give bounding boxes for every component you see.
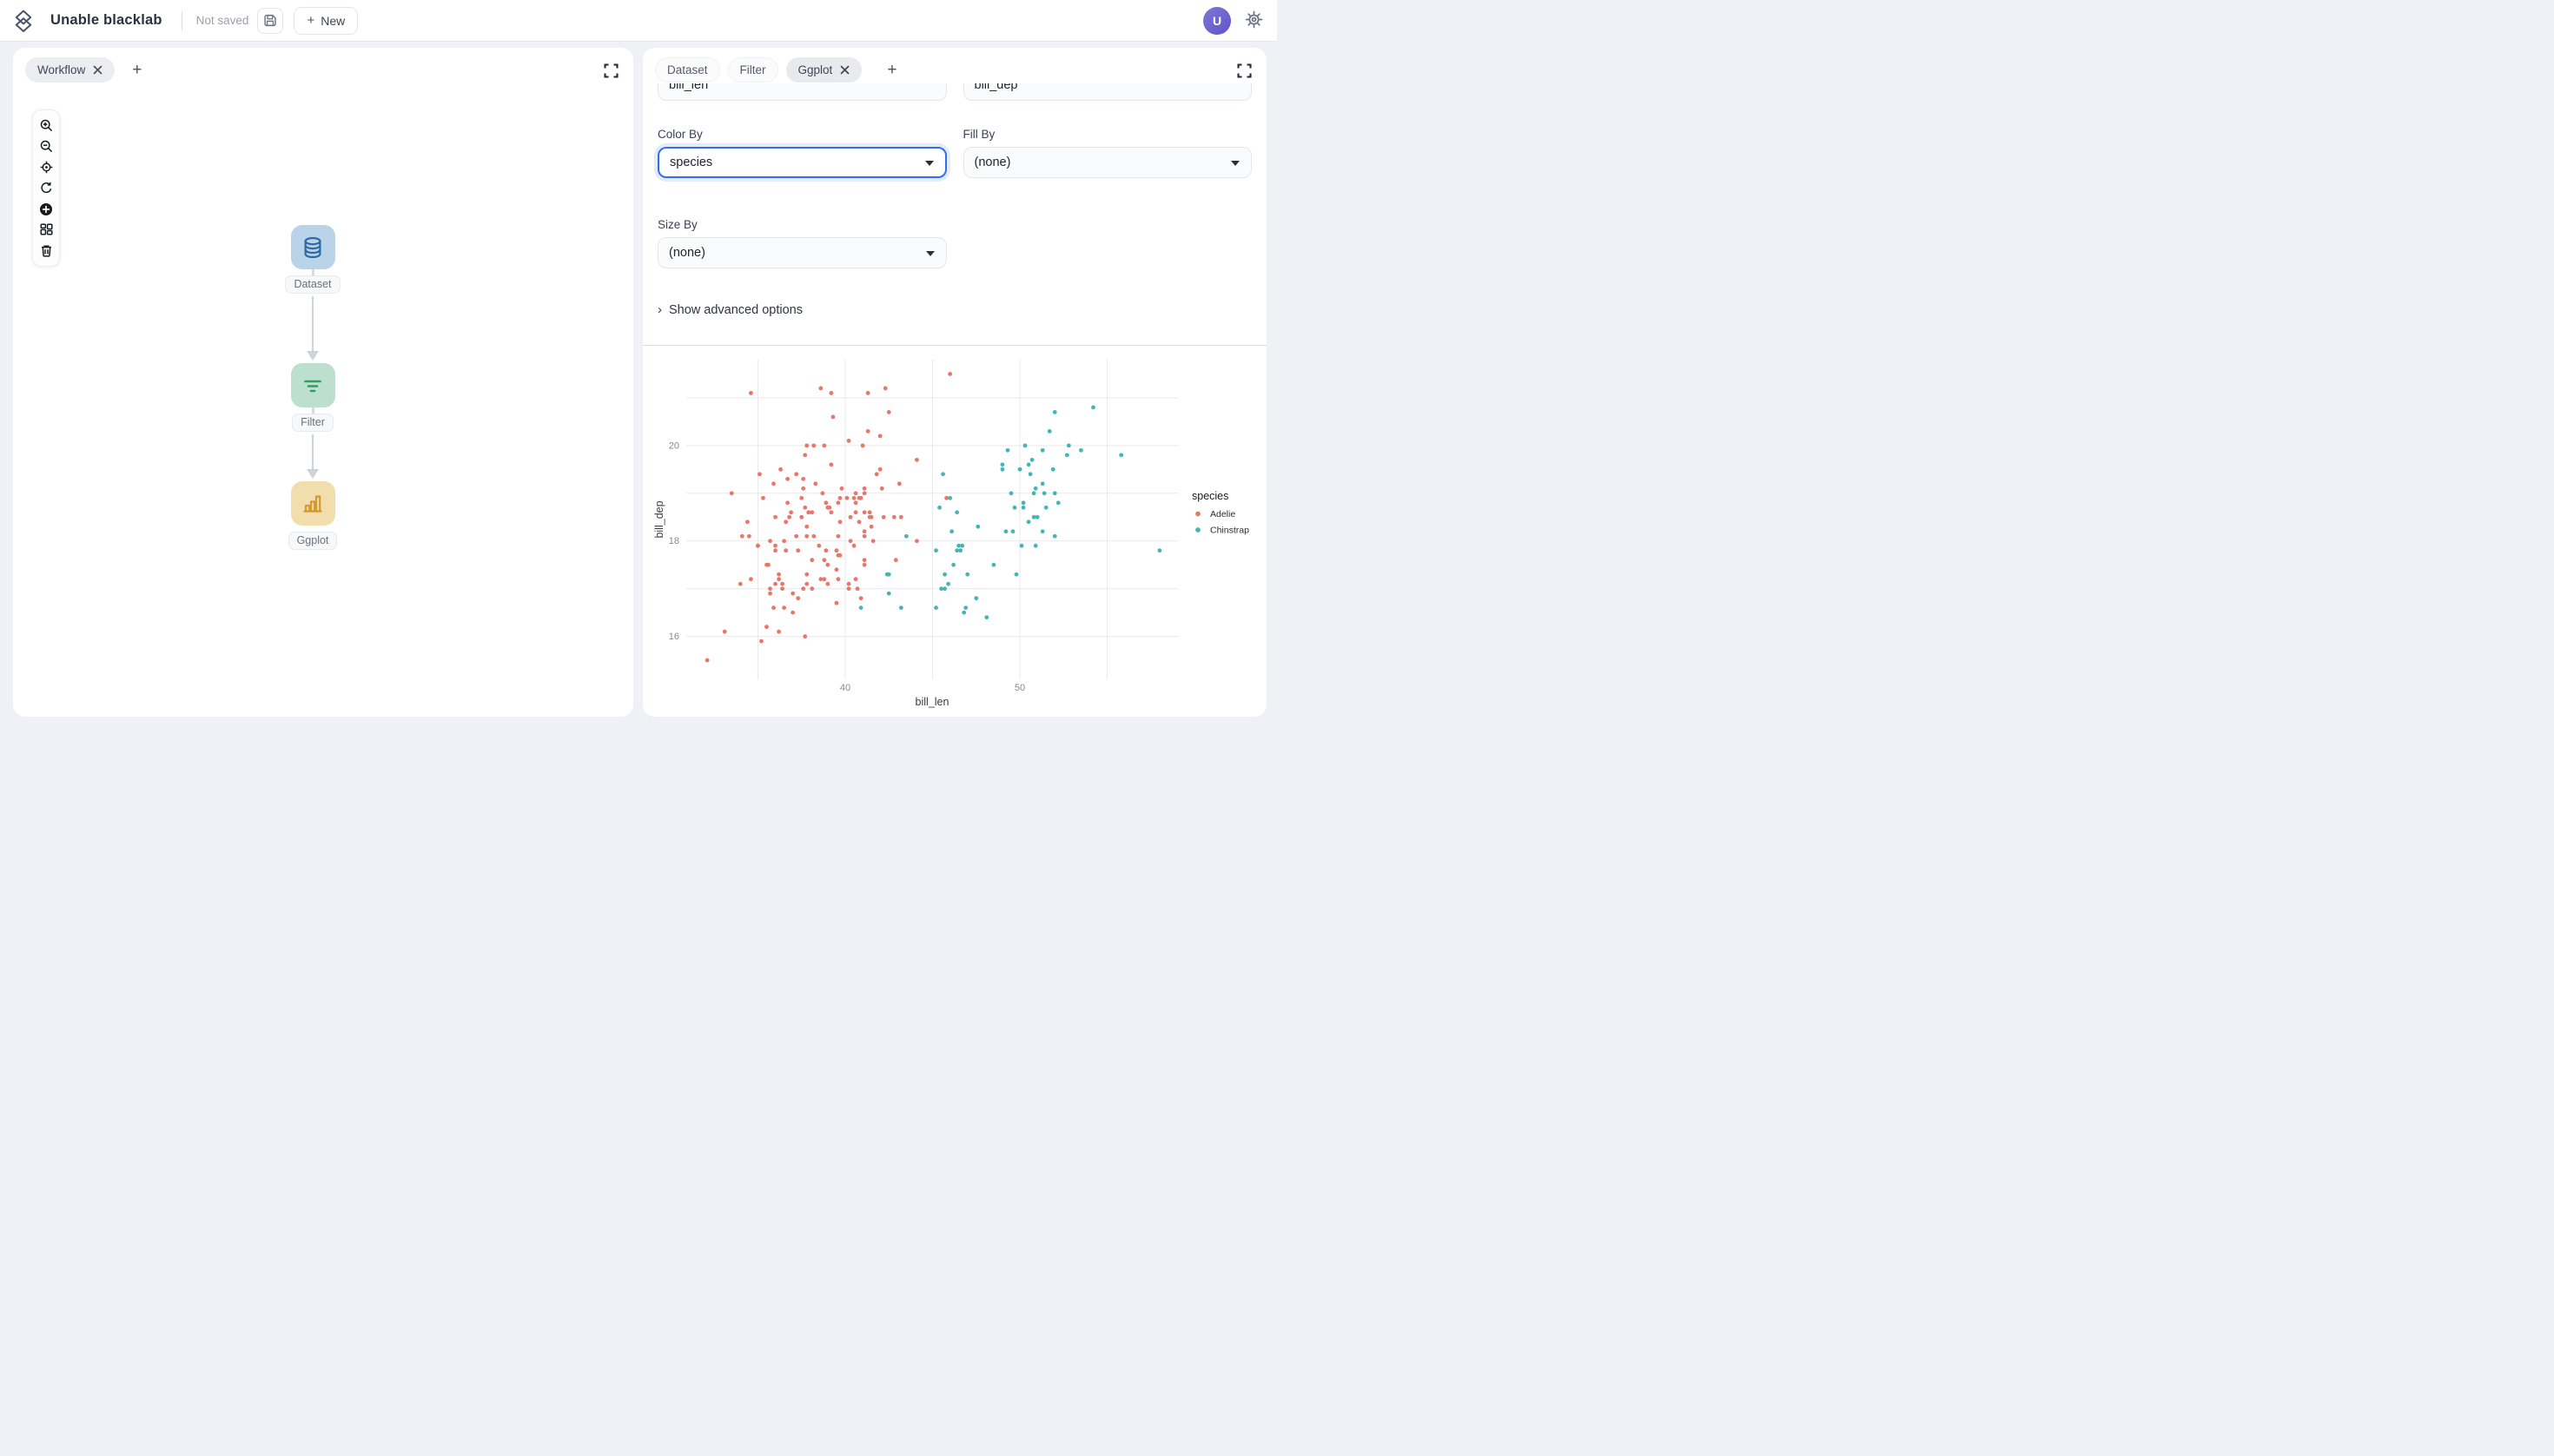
new-button[interactable]: + New — [294, 6, 359, 35]
y-variable-select[interactable]: bill_dep — [963, 83, 1252, 101]
node-ggplot-label: Ggplot — [288, 532, 338, 550]
fill-by-select[interactable]: (none) — [963, 147, 1252, 178]
svg-text:18: 18 — [669, 536, 679, 546]
close-icon[interactable] — [840, 65, 850, 75]
color-by-label: Color By — [658, 128, 703, 141]
workflow-graph: Dataset Filter — [281, 225, 345, 550]
zoom-in-icon[interactable] — [34, 116, 58, 135]
svg-text:bill_dep: bill_dep — [653, 500, 665, 538]
x-variable-value: bill_len — [669, 83, 709, 92]
svg-text:bill_len: bill_len — [916, 696, 949, 708]
scatter-plot: 40 50 16 18 20 bill_len bill_dep species Adelie C… — [653, 360, 1249, 708]
tab-filter[interactable]: Filter — [727, 57, 778, 83]
svg-text:40: 40 — [840, 683, 850, 693]
add-config-tab-button[interactable]: + — [882, 61, 902, 79]
svg-text:species: species — [1192, 490, 1228, 502]
ggplot-config-form: bill_len bill_dep Color By species Fill … — [643, 83, 1267, 317]
node-filter-label: Filter — [292, 414, 334, 432]
tab-filter-label: Filter — [739, 63, 766, 76]
tab-workflow-label: Workflow — [37, 63, 86, 76]
node-dataset[interactable] — [290, 225, 335, 269]
top-bar: Unable blacklab Not saved + New U — [0, 0, 1277, 42]
plot-output: 40 50 16 18 20 bill_len bill_dep species Adelie C… — [643, 346, 1267, 712]
tab-dataset-label: Dataset — [667, 63, 708, 76]
gear-icon — [1245, 10, 1263, 28]
layout-grid-icon[interactable] — [34, 221, 58, 239]
floppy-save-icon — [264, 14, 277, 27]
database-icon — [304, 236, 321, 258]
edge-stub — [312, 526, 314, 532]
clipped-field-row: bill_len bill_dep — [658, 83, 1252, 101]
y-variable-value: bill_dep — [974, 83, 1018, 92]
x-variable-select[interactable]: bill_len — [658, 83, 947, 101]
locate-icon[interactable] — [34, 158, 58, 176]
svg-text:20: 20 — [669, 440, 679, 451]
tab-ggplot[interactable]: Ggplot — [785, 57, 863, 83]
config-tab-bar: Dataset Filter Ggplot + — [643, 48, 1267, 83]
add-node-icon[interactable] — [34, 200, 58, 218]
show-advanced-options-toggle[interactable]: › Show advanced options — [658, 302, 1252, 317]
add-canvas-tab-button[interactable]: + — [127, 61, 147, 79]
size-by-field: Size By (none) — [658, 218, 947, 268]
save-status: Not saved — [195, 14, 249, 27]
node-ggplot[interactable] — [290, 481, 335, 526]
avatar[interactable]: U — [1203, 6, 1231, 35]
svg-text:16: 16 — [669, 632, 679, 642]
workflow-canvas-panel: Workflow + — [13, 48, 633, 717]
chevron-down-icon — [1231, 161, 1240, 166]
edge-stub — [311, 269, 314, 275]
edge-filter-ggplot — [311, 434, 314, 469]
close-icon[interactable] — [93, 65, 103, 75]
size-by-label: Size By — [658, 218, 698, 231]
color-by-value: species — [670, 156, 713, 169]
chevron-right-icon: › — [658, 302, 662, 317]
refresh-icon[interactable] — [34, 179, 58, 197]
bar-chart-icon — [303, 494, 322, 513]
color-by-select[interactable]: species — [658, 147, 947, 178]
node-dataset-label: Dataset — [285, 275, 341, 294]
app-logo[interactable] — [14, 10, 33, 32]
plus-icon: + — [307, 13, 315, 28]
node-config-panel: Dataset Filter Ggplot + bill_ — [643, 48, 1267, 717]
svg-text:Chinstrap: Chinstrap — [1210, 526, 1249, 536]
edge-dataset-filter — [311, 296, 314, 351]
layers-diamond-icon — [15, 10, 32, 32]
config-fullscreen-button[interactable] — [1235, 62, 1254, 83]
node-filter[interactable] — [290, 363, 335, 407]
size-by-select[interactable]: (none) — [658, 237, 947, 268]
tab-dataset[interactable]: Dataset — [655, 57, 720, 83]
workspace-title: Unable blacklab — [50, 12, 162, 28]
settings-button[interactable] — [1245, 10, 1263, 31]
zoom-out-icon[interactable] — [34, 137, 58, 156]
save-button[interactable] — [257, 7, 284, 34]
canvas-fullscreen-button[interactable] — [602, 62, 620, 83]
plot-divider — [643, 345, 1267, 346]
tab-ggplot-label: Ggplot — [797, 63, 833, 76]
edge-stub — [311, 407, 314, 414]
filter-icon — [304, 380, 321, 392]
svg-text:50: 50 — [1015, 683, 1025, 693]
color-by-field: Color By species — [658, 128, 947, 178]
trash-icon[interactable] — [34, 242, 58, 260]
fullscreen-icon — [604, 63, 619, 78]
svg-text:Adelie: Adelie — [1210, 509, 1235, 520]
fullscreen-icon — [1237, 63, 1252, 78]
chevron-down-icon — [924, 161, 934, 166]
show-advanced-options-label: Show advanced options — [669, 302, 803, 317]
canvas-toolbar — [32, 109, 60, 267]
size-by-value: (none) — [669, 246, 705, 260]
fill-by-label: Fill By — [963, 128, 996, 141]
workflow-tab-bar: Workflow + — [13, 48, 633, 83]
fill-by-value: (none) — [974, 156, 1011, 169]
tab-workflow[interactable]: Workflow — [25, 57, 116, 83]
fill-by-field: Fill By (none) — [963, 128, 1252, 178]
new-button-label: New — [321, 13, 346, 28]
chevron-down-icon — [925, 251, 935, 256]
